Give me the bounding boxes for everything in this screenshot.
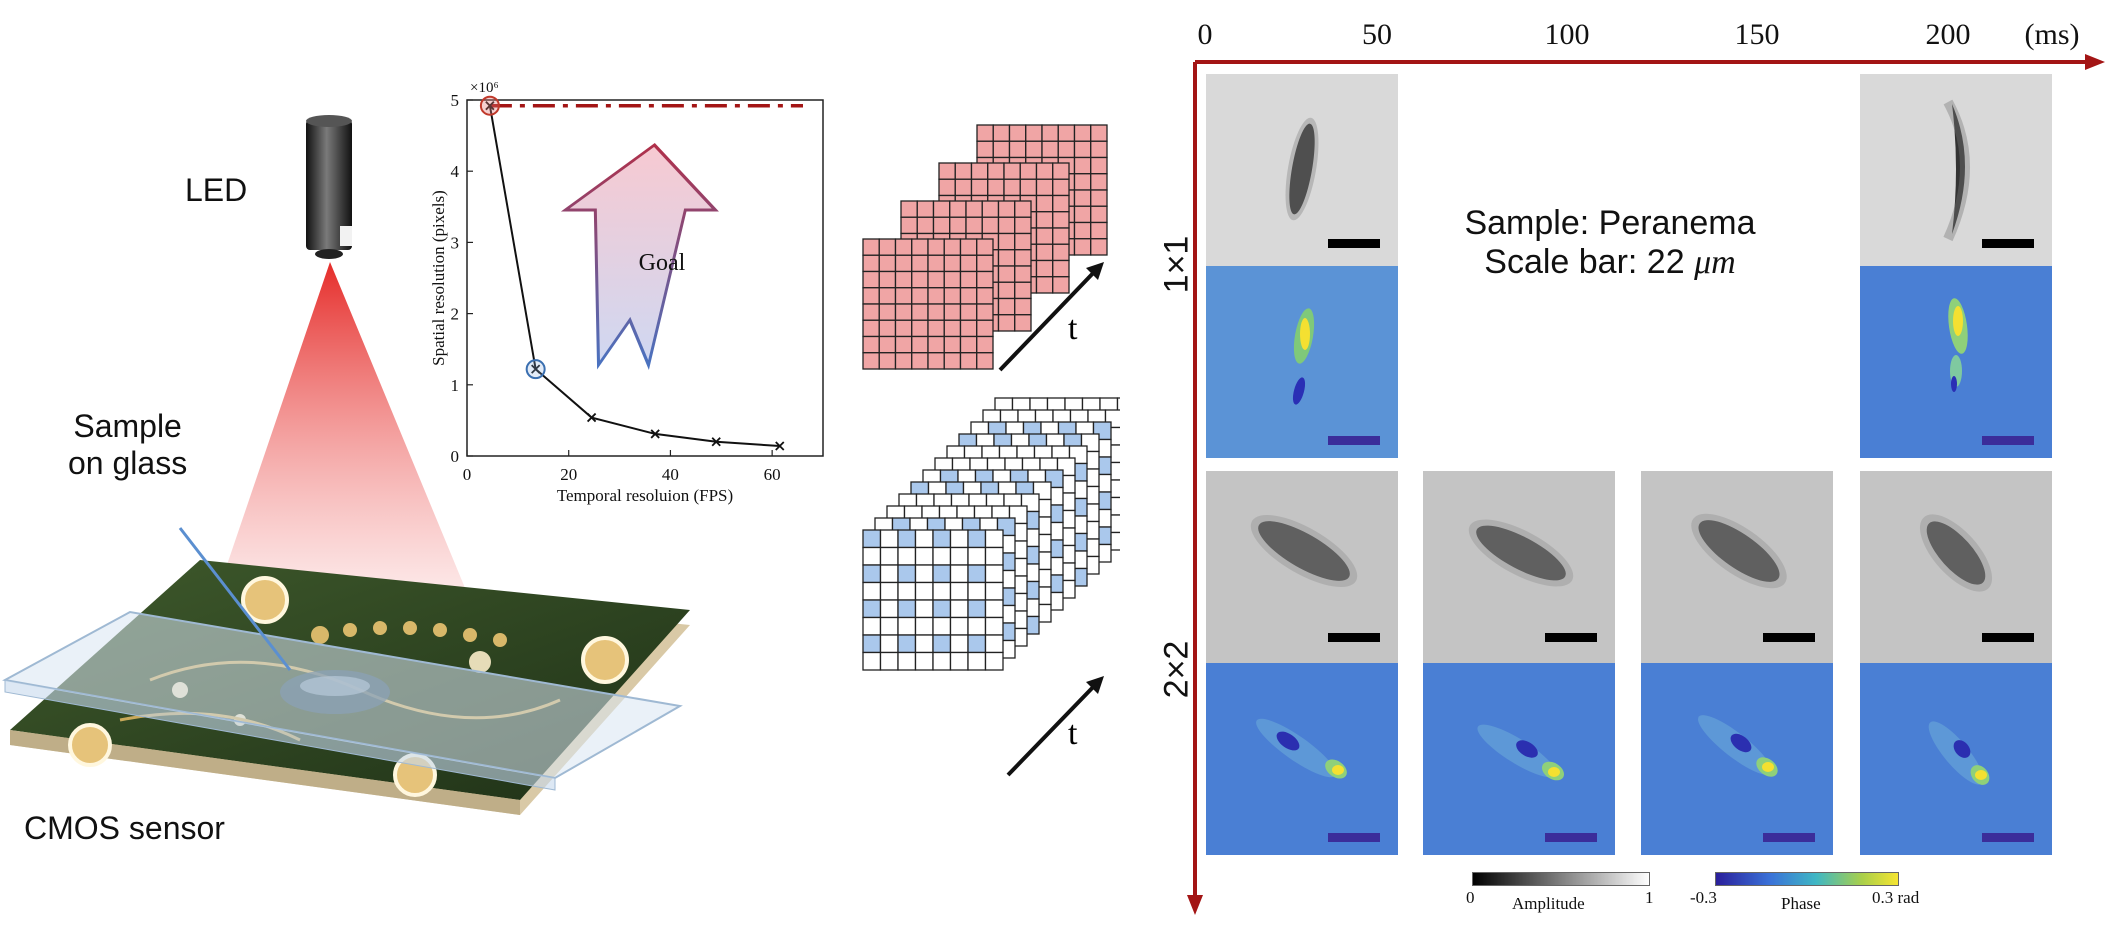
row-label-2x2: 2×2 [1157,640,1196,699]
frame-grid-full [862,238,994,370]
series-line [488,105,780,448]
sample-name: Sample: Peranema [1464,204,1756,242]
phase-image [1860,266,2052,458]
phase-image [1641,663,1833,855]
highlight-circle [479,95,500,116]
amplitude-image [1860,471,2052,663]
plot-frame [466,99,824,457]
phase-max: 0.3 rad [1872,888,1920,907]
data-point [775,441,785,451]
led-icon [306,115,352,259]
time-tick: 0 [1197,18,1213,51]
amplitude-image [1206,471,1398,663]
image-panel-1x1-t200 [1860,74,2052,458]
data-point [485,101,495,111]
image-panel-2x2-t0 [1206,471,1398,855]
data-point [531,364,541,374]
time-tick: 150 [1734,18,1780,51]
y-tick-label: 4 [451,162,460,181]
y-axis-label: Spatial resolution (pixels) [429,190,448,366]
amplitude-colorbar [1472,872,1650,886]
image-panel-1x1-t0 [1206,74,1398,458]
y-tick-label: 3 [451,233,460,252]
phase-min: -0.3 [1690,888,1717,907]
amplitude-max: 1 [1645,888,1654,907]
phase-image [1860,663,2052,855]
time-label-bottom: t [1068,715,1078,752]
amplitude-image [1206,74,1398,266]
goal-label: Goal [639,250,686,276]
y-tick-label: 1 [451,376,460,395]
time-tick: 50 [1362,18,1392,51]
time-label-top: t [1068,310,1078,347]
x-tick-label: 40 [662,465,679,484]
time-axis-arrow-icon [2085,54,2105,70]
goal-arrow [560,143,719,370]
glass-slide-icon [2,610,683,791]
frame-grid-sparse [862,529,1004,671]
image-panel-2x2-t200 [1860,471,2052,855]
amplitude-min: 0 [1466,888,1475,907]
amplitude-image [1860,74,2052,266]
tradeoff-chart: Goal ×10⁶ 0 20 40 60 0 1 2 3 4 5 Temporal resolui… [429,80,824,505]
scale-bar-info: Scale bar: 22 μm [1484,243,1736,281]
data-point [711,437,721,447]
phase-image [1423,663,1615,855]
sample-info: Sample: Peranema Scale bar: 22 μm [1430,204,1790,282]
time-tick: 100 [1544,18,1590,51]
data-point [650,429,660,439]
time-arrow-head-icon [1086,676,1104,694]
sample-pointer [178,527,292,671]
exponent-label: ×10⁶ [470,80,499,96]
y-tick-label: 0 [451,447,460,466]
y-tick-label: 2 [451,305,460,324]
sample-label: Sample on glass [68,408,187,482]
setup-illustration [2,115,690,815]
time-arrow [1006,680,1100,777]
time-unit: (ms) [2024,18,2080,51]
binning-axis-arrow-icon [1187,895,1203,915]
x-axis-label: Temporal resoluion (FPS) [557,486,733,505]
y-tick-label: 5 [451,91,460,110]
phase-label: Phase [1781,894,1821,913]
phase-image [1206,266,1398,458]
image-panel-2x2-t66 [1423,471,1615,855]
sample-label-line1: Sample [73,408,182,444]
phase-colorbar [1715,872,1899,886]
time-tick: 200 [1925,18,1971,51]
sample-label-line2: on glass [68,444,188,481]
highlight-circle [525,359,546,380]
led-label: LED [185,172,248,208]
amplitude-image [1641,471,1833,663]
phase-image [1206,663,1398,855]
x-tick-label: 20 [560,465,577,484]
image-panel-2x2-t133 [1641,471,1833,855]
results-axes [1187,54,2105,915]
amplitude-image [1423,471,1615,663]
x-tick-label: 60 [764,465,781,484]
time-arrow [998,266,1100,372]
row-label-1x1: 1×1 [1157,235,1196,294]
cmos-label: CMOS sensor [24,810,225,846]
x-tick-label: 0 [463,465,472,484]
time-arrow-head-icon [1086,262,1104,280]
data-point [586,412,597,423]
light-beam [215,262,470,600]
frame-stacks [862,124,1120,777]
amplitude-label: Amplitude [1512,894,1585,913]
